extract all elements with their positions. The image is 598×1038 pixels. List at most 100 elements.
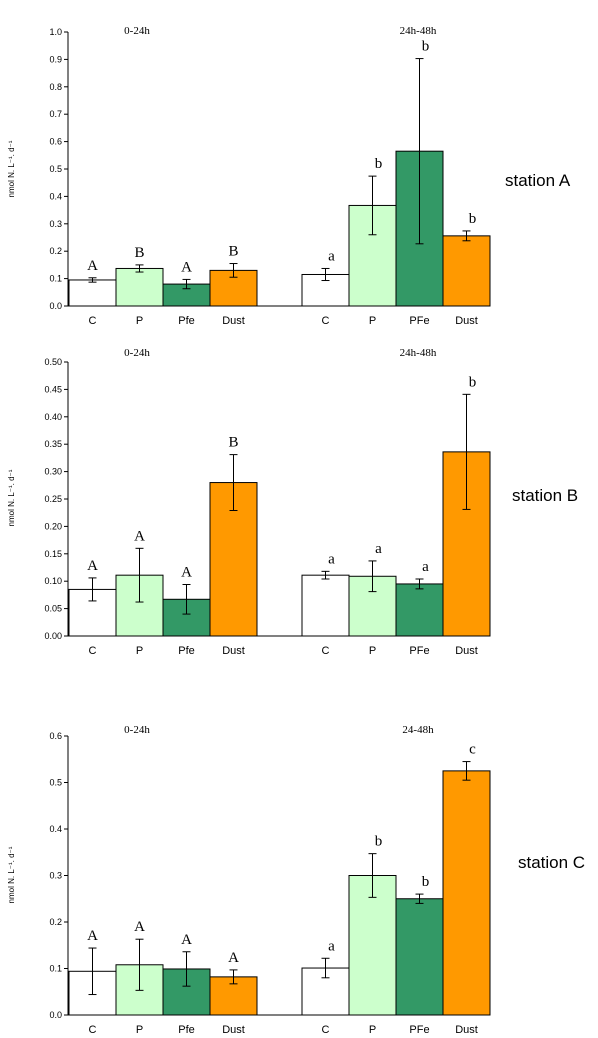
y-tick-label: 0.5 — [49, 164, 62, 174]
bar-pfe — [395, 898, 444, 1016]
y-tick-label: 0.0 — [49, 1010, 62, 1020]
y-tick-label: 0.5 — [49, 778, 62, 788]
error-bar — [368, 853, 377, 898]
category-label: Pfe — [178, 645, 195, 657]
error-bar — [321, 267, 330, 282]
category-label: P — [369, 315, 376, 327]
significance-letter: A — [228, 950, 239, 966]
bar-p — [348, 875, 397, 1016]
y-tick-label: 0.4 — [49, 824, 62, 834]
chart-panel-1: 0.0 0.1 0.2 0.3 0.4 0.5 0.6 0.7 0.8 0.9 1.0 nmol N.… — [7, 25, 571, 327]
bar-dust — [442, 235, 491, 307]
error-bar — [135, 938, 144, 991]
y-tick-label: 0.35 — [44, 439, 62, 449]
y-tick-label: 0.3 — [49, 219, 62, 229]
error-bar — [462, 393, 471, 510]
category-label: Pfe — [178, 315, 195, 327]
y-tick-label: 0.40 — [44, 412, 62, 422]
error-bar — [462, 761, 471, 781]
significance-letter: a — [328, 938, 335, 954]
error-bar — [229, 969, 238, 985]
period-label: 24h-48h — [400, 25, 437, 37]
error-bar — [88, 277, 97, 283]
significance-letter: b — [422, 39, 430, 55]
significance-letter: b — [469, 374, 477, 390]
y-tick-label: 0.1 — [49, 964, 62, 974]
error-bar — [88, 577, 97, 602]
error-bar — [182, 278, 191, 290]
category-label: Dust — [455, 645, 478, 657]
category-label: P — [369, 645, 376, 657]
significance-letter: A — [181, 564, 192, 580]
category-label: P — [136, 645, 143, 657]
significance-letter: B — [134, 245, 144, 261]
error-bar — [135, 264, 144, 273]
category-label: PFe — [409, 645, 429, 657]
category-label: P — [136, 315, 143, 327]
error-bar — [321, 570, 330, 580]
chart-panel-3: 0.0 0.1 0.2 0.3 0.4 0.5 0.6 nmol N. L⁻¹. d⁻¹ sta… — [7, 724, 585, 1036]
error-bar — [88, 947, 97, 996]
bar-dust — [442, 770, 491, 1016]
error-bar — [462, 230, 471, 242]
error-bar — [368, 175, 377, 236]
significance-letter: a — [422, 559, 429, 575]
y-axis-label: nmol N. L⁻¹. d⁻¹ — [7, 469, 16, 526]
y-tick-label: 0.50 — [44, 357, 62, 367]
error-bar — [182, 583, 191, 615]
significance-letter: b — [469, 211, 477, 227]
error-bar — [415, 893, 424, 904]
category-label: Dust — [222, 1024, 245, 1036]
y-tick-label: 0.1 — [49, 274, 62, 284]
significance-letter: A — [181, 259, 192, 275]
y-tick-label: 0.7 — [49, 109, 62, 119]
y-tick-label: 0.6 — [49, 137, 62, 147]
error-bar — [321, 957, 330, 979]
y-tick-label: 0.05 — [44, 604, 62, 614]
significance-letter: b — [422, 874, 430, 890]
significance-letter: A — [87, 258, 98, 274]
y-tick-label: 0.0 — [49, 301, 62, 311]
period-label: 24-48h — [402, 724, 434, 736]
y-tick-label: 0.30 — [44, 467, 62, 477]
error-bar — [415, 578, 424, 590]
significance-letter: B — [228, 244, 238, 260]
category-label: C — [322, 315, 330, 327]
y-tick-label: 0.15 — [44, 549, 62, 559]
significance-letter: A — [87, 928, 98, 944]
significance-letter: b — [375, 834, 383, 850]
station-label: station B — [512, 486, 578, 505]
category-label: C — [89, 645, 97, 657]
error-bar — [229, 454, 238, 512]
category-label: C — [89, 1024, 97, 1036]
station-label: station A — [505, 171, 571, 190]
category-label: P — [369, 1024, 376, 1036]
category-label: Dust — [455, 315, 478, 327]
category-label: Dust — [222, 645, 245, 657]
y-tick-label: 0.00 — [44, 631, 62, 641]
y-tick-label: 0.4 — [49, 191, 62, 201]
y-tick-label: 0.20 — [44, 521, 62, 531]
significance-letter: A — [134, 919, 145, 935]
y-tick-label: 0.9 — [49, 54, 62, 64]
category-label: PFe — [409, 1024, 429, 1036]
error-bar — [368, 560, 377, 593]
y-tick-label: 1.0 — [49, 27, 62, 37]
y-tick-label: 0.3 — [49, 871, 62, 881]
y-tick-label: 0.2 — [49, 917, 62, 927]
category-label: PFe — [409, 315, 429, 327]
significance-letter: A — [87, 558, 98, 574]
station-label: station C — [518, 853, 585, 872]
chart-panel-2: 0.00 0.05 0.10 0.15 0.20 0.25 0.30 0.35 0.40 0.45… — [7, 347, 578, 657]
significance-letter: B — [228, 435, 238, 451]
y-tick-label: 0.25 — [44, 494, 62, 504]
period-label: 0-24h — [124, 724, 150, 736]
significance-letter: a — [375, 541, 382, 557]
significance-letter: b — [375, 156, 383, 172]
y-tick-label: 0.8 — [49, 82, 62, 92]
significance-letter: c — [469, 742, 476, 758]
significance-letter: a — [328, 551, 335, 567]
y-tick-label: 0.6 — [49, 731, 62, 741]
period-label: 0-24h — [124, 25, 150, 37]
